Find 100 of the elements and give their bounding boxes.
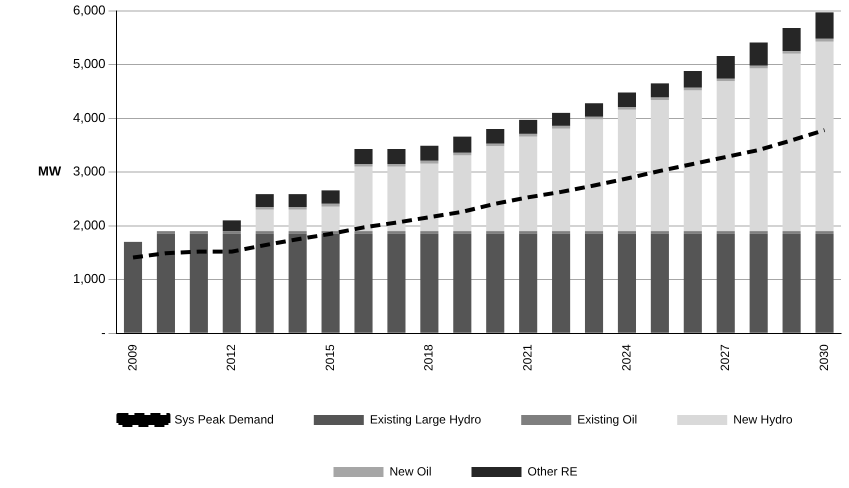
y-axis-title: MW <box>38 164 62 179</box>
bar <box>420 231 438 234</box>
bar <box>387 148 406 164</box>
y-tick-label: 1,000 <box>72 271 106 286</box>
bar <box>156 231 175 234</box>
bar <box>750 68 768 232</box>
bar <box>684 71 702 88</box>
bar <box>222 220 241 232</box>
bar <box>322 190 340 204</box>
bar <box>782 234 801 333</box>
bar <box>519 120 538 134</box>
bar <box>552 231 570 234</box>
bar <box>650 234 669 333</box>
bar <box>256 210 274 232</box>
x-tick-label: 2030 <box>816 344 831 372</box>
bar <box>156 234 175 333</box>
bar <box>750 231 768 234</box>
bar <box>486 146 504 232</box>
bar <box>815 231 834 234</box>
bar <box>486 144 504 146</box>
legend-label: New Hydro <box>733 412 793 426</box>
bar <box>552 126 570 129</box>
legend-label: Sys Peak Demand <box>174 412 274 426</box>
bar <box>354 164 373 167</box>
bar <box>420 146 438 161</box>
x-tick-label: 2027 <box>718 344 732 372</box>
bar <box>288 194 307 207</box>
bar <box>815 38 834 42</box>
bar <box>354 148 373 164</box>
bar <box>716 78 735 82</box>
bar <box>519 231 538 234</box>
bar <box>815 12 834 39</box>
bar <box>387 164 406 167</box>
bar <box>288 206 307 210</box>
bar <box>815 234 834 333</box>
legend-label: Existing Large Hydro <box>370 412 482 426</box>
bar <box>354 231 373 234</box>
bar <box>222 234 241 333</box>
y-tick-label: 6,000 <box>72 2 106 18</box>
y-tick-label: 2,000 <box>72 217 106 232</box>
bar <box>716 56 735 79</box>
bar <box>750 66 768 68</box>
bar <box>190 234 208 333</box>
bar <box>387 166 406 232</box>
bar <box>387 231 406 234</box>
bar <box>716 231 735 234</box>
bar <box>519 234 538 333</box>
bar <box>782 51 801 54</box>
bar <box>618 110 636 232</box>
bar <box>584 231 604 234</box>
bar <box>322 206 340 232</box>
bar <box>486 231 504 234</box>
bar <box>584 103 604 117</box>
bar <box>420 160 438 164</box>
bar <box>256 206 274 210</box>
bar <box>618 231 636 234</box>
bar <box>486 129 504 144</box>
bar <box>190 231 208 234</box>
legend-label: Other RE <box>527 464 578 478</box>
x-tick-label: 2021 <box>520 344 534 372</box>
bar <box>486 234 504 333</box>
bar <box>782 231 801 234</box>
bar <box>387 234 406 333</box>
x-tick-label: 2012 <box>224 344 238 372</box>
x-tick-label: 2024 <box>619 344 634 372</box>
bar <box>618 92 636 108</box>
x-tick-label: 2018 <box>422 344 436 372</box>
bar <box>650 100 669 232</box>
x-tick-label: 2009 <box>125 344 140 372</box>
bar <box>288 234 307 333</box>
bar <box>453 152 472 156</box>
bar <box>684 90 702 232</box>
bar <box>222 231 241 234</box>
bar <box>650 231 669 234</box>
bar <box>420 234 438 333</box>
bar <box>256 231 274 234</box>
bar <box>354 234 373 333</box>
bar <box>782 54 801 232</box>
bar <box>519 134 538 137</box>
bar <box>584 119 604 232</box>
bar <box>716 81 735 232</box>
bar <box>322 204 340 206</box>
bar <box>453 155 472 232</box>
bar <box>684 231 702 234</box>
bar <box>453 231 472 234</box>
x-tick-label: 2015 <box>322 344 337 372</box>
bar <box>650 97 669 100</box>
y-tick-label: 3,000 <box>72 164 106 179</box>
bar <box>684 88 702 90</box>
bar <box>322 234 340 333</box>
bar <box>584 234 604 333</box>
line-series <box>130 128 827 260</box>
bar <box>552 234 570 333</box>
bar <box>782 28 801 52</box>
bar <box>519 136 538 232</box>
bar <box>750 42 768 66</box>
legend-label: Existing Oil <box>577 412 638 426</box>
bar <box>618 234 636 333</box>
y-tick-label: 5,000 <box>72 56 106 72</box>
bar <box>552 128 570 232</box>
